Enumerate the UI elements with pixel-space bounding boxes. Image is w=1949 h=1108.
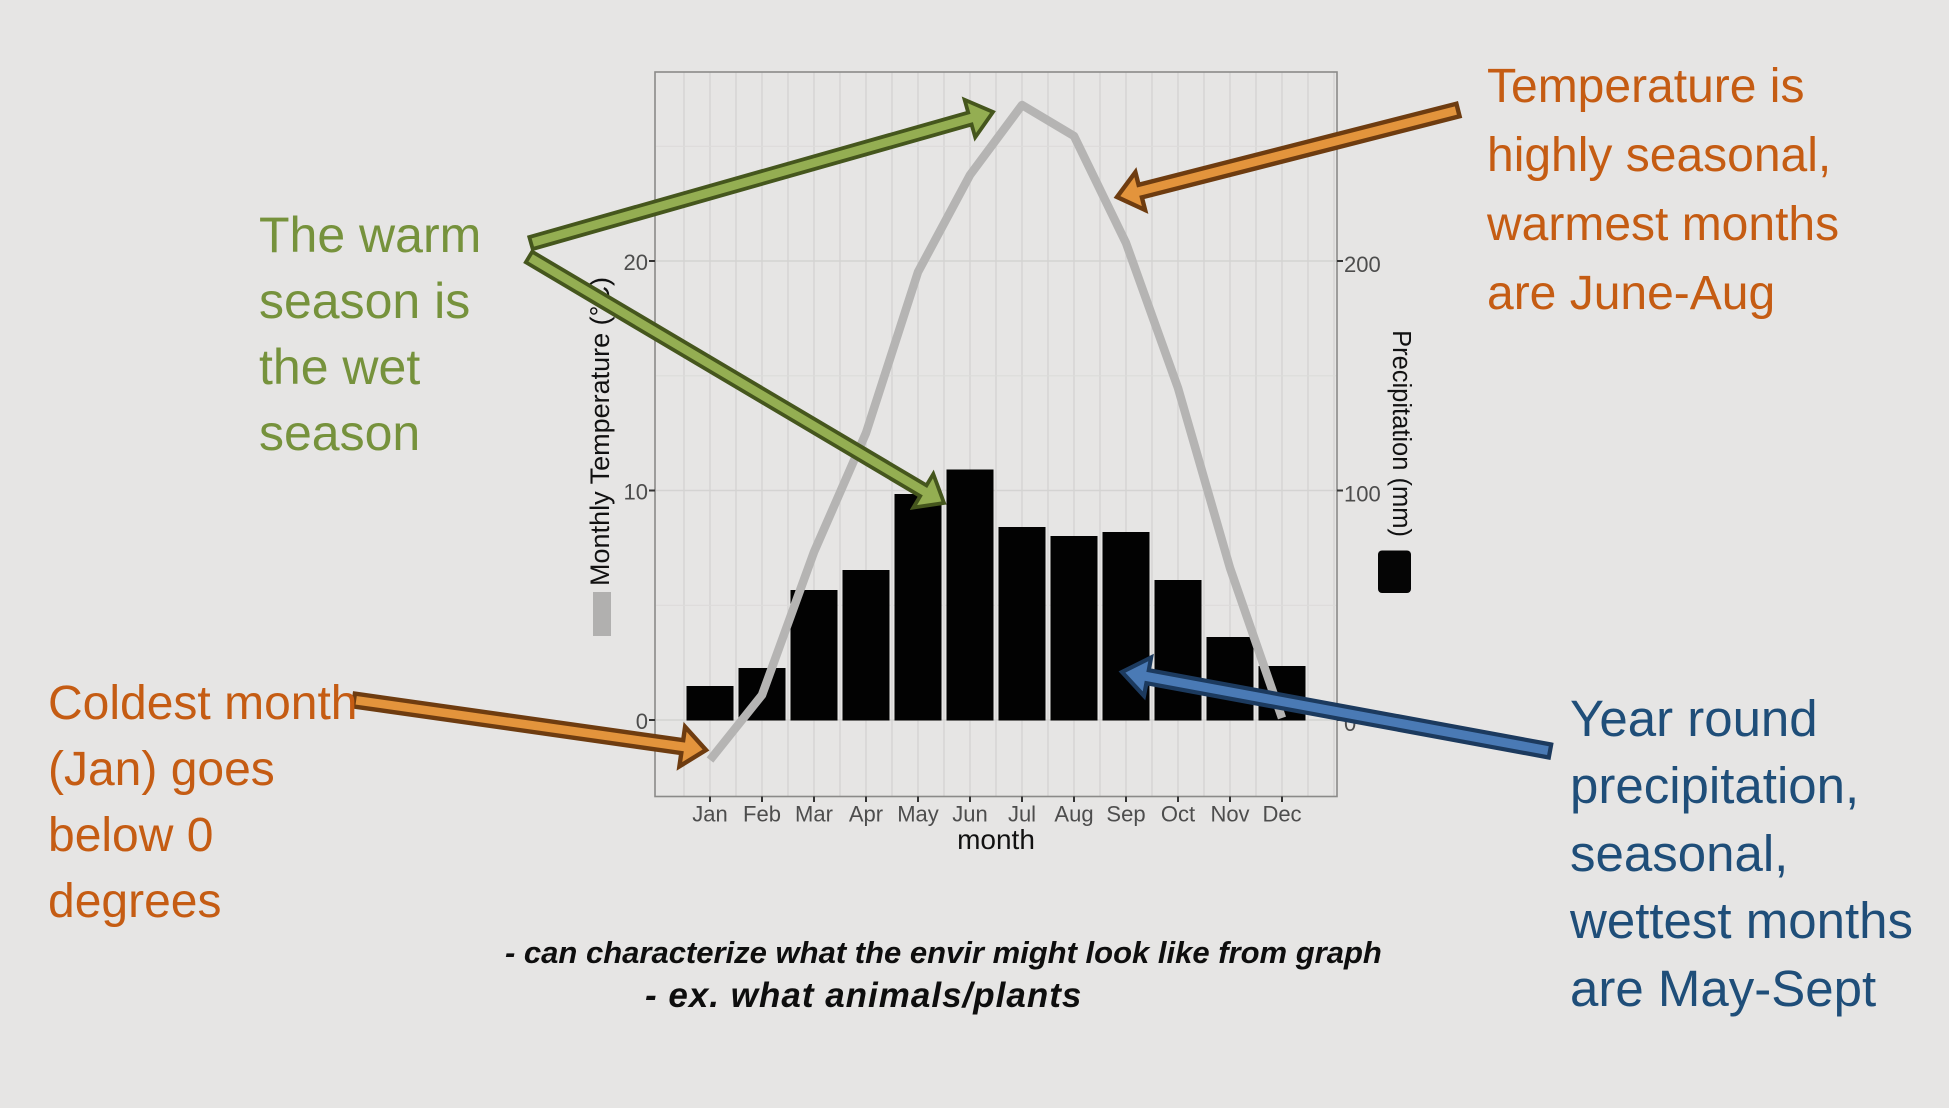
svg-text:10: 10: [624, 480, 648, 505]
svg-text:Apr: Apr: [849, 802, 883, 827]
svg-text:Monthly Temperature (°C): Monthly Temperature (°C): [585, 277, 615, 586]
svg-text:May: May: [897, 802, 939, 827]
svg-text:0: 0: [636, 709, 648, 734]
svg-text:month: month: [957, 824, 1035, 855]
svg-text:Jan: Jan: [692, 802, 727, 827]
svg-text:Jul: Jul: [1008, 802, 1036, 827]
svg-text:Feb: Feb: [743, 802, 781, 827]
svg-text:Oct: Oct: [1161, 802, 1195, 827]
svg-text:Mar: Mar: [795, 802, 833, 827]
svg-text:100: 100: [1344, 482, 1381, 507]
svg-text:Sep: Sep: [1106, 802, 1145, 827]
svg-text:200: 200: [1344, 252, 1381, 277]
svg-text:Jun: Jun: [952, 802, 987, 827]
svg-text:Dec: Dec: [1262, 802, 1301, 827]
svg-text:20: 20: [624, 250, 648, 275]
svg-text:Aug: Aug: [1054, 802, 1093, 827]
svg-text:Nov: Nov: [1210, 802, 1249, 827]
svg-text:Precipitation (mm): Precipitation (mm): [1387, 330, 1415, 537]
